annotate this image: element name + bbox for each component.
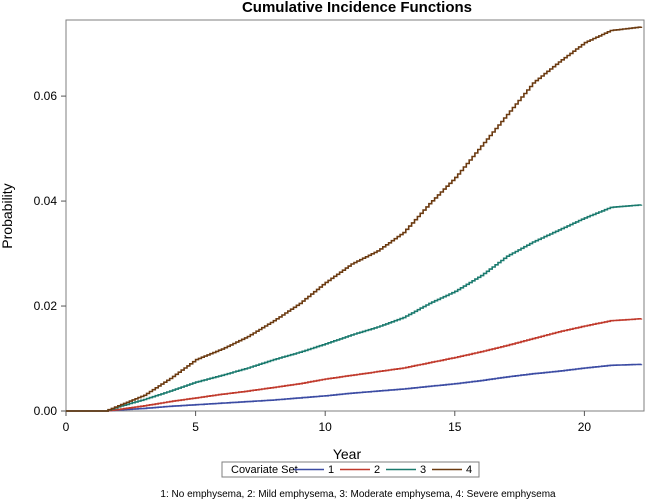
legend-frame <box>221 461 480 478</box>
legend-label-3: 3 <box>420 464 426 476</box>
series-line-3 <box>66 204 643 412</box>
legend-label-1: 1 <box>328 464 334 476</box>
legend-label-2: 2 <box>374 464 380 476</box>
series-lines <box>66 26 643 412</box>
series-line-4 <box>66 26 643 412</box>
y-tick-label: 0.04 <box>34 194 58 208</box>
series-line-2 <box>66 318 643 412</box>
x-tick-label: 15 <box>448 420 462 434</box>
x-axis-label: Year <box>333 446 362 462</box>
y-axis-label: Probability <box>0 183 15 248</box>
y-tick-label: 0.00 <box>34 404 58 418</box>
series-line-1 <box>66 363 643 412</box>
x-axis: 0 5 10 15 20 <box>63 411 592 434</box>
x-tick-label: 20 <box>578 420 592 434</box>
legend-title: Covariate Set <box>231 464 298 476</box>
y-tick-label: 0.06 <box>34 89 58 103</box>
x-tick-label: 10 <box>319 420 333 434</box>
y-axis: 0.00 0.02 0.04 0.06 <box>34 89 66 418</box>
y-tick-label: 0.02 <box>34 299 58 313</box>
x-tick-label: 0 <box>63 420 70 434</box>
plot-area-frame <box>65 19 645 412</box>
legend-footnote: 1: No emphysema, 2: Mild emphysema, 3: M… <box>160 489 556 500</box>
x-tick-label: 5 <box>192 420 199 434</box>
chart-title: Cumulative Incidence Functions <box>242 0 472 16</box>
legend-label-4: 4 <box>466 464 472 476</box>
legend: Covariate Set 1 2 3 4 <box>221 461 480 478</box>
